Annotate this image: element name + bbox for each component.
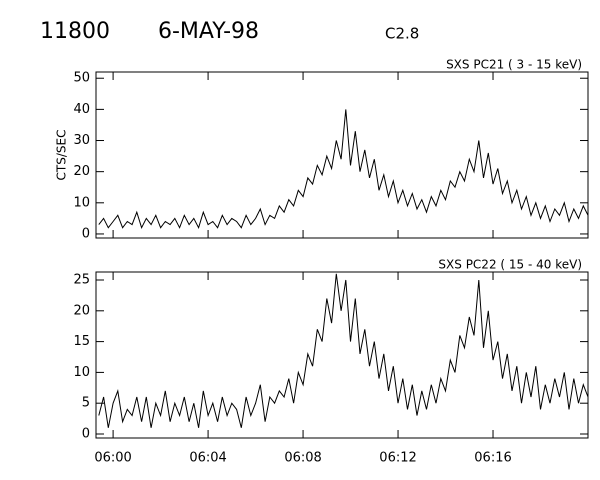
- series-group: [98, 109, 588, 230]
- y-tick-label: 20: [73, 303, 90, 318]
- series-group: [98, 273, 588, 428]
- y-tick-label: 0: [82, 226, 90, 241]
- y-tick-label: 0: [82, 426, 90, 441]
- x-tick-label: 06:00: [94, 451, 131, 466]
- x-tick-label: 06:12: [379, 451, 416, 466]
- y-axis-label: CTS/SEC: [55, 130, 69, 181]
- event-number: 11800: [40, 19, 110, 44]
- x-tick-label: 06:16: [474, 451, 511, 466]
- flare-class: C2.8: [385, 25, 419, 43]
- y-tick-label: 15: [73, 334, 90, 349]
- y-tick-label: 5: [82, 396, 90, 411]
- plot-frame: [95, 271, 589, 439]
- y-tick-label: 25: [73, 273, 90, 288]
- y-tick-label: 10: [73, 195, 90, 210]
- plot-frame: [95, 71, 589, 239]
- panel-title: SXS PC22 ( 15 - 40 keV): [438, 258, 582, 272]
- y-tick-label: 30: [73, 133, 90, 148]
- y-tick-label: 50: [73, 71, 90, 86]
- y-tick-label: 10: [73, 365, 90, 380]
- event-date: 6-MAY-98: [158, 19, 259, 44]
- y-tick-label: 40: [73, 102, 90, 117]
- data-line: [98, 273, 588, 428]
- panel-title: SXS PC21 ( 3 - 15 keV): [446, 58, 582, 72]
- x-tick-label: 06:08: [284, 451, 321, 466]
- data-line: [98, 109, 588, 230]
- y-tick-label: 20: [73, 164, 90, 179]
- x-tick-label: 06:04: [189, 451, 226, 466]
